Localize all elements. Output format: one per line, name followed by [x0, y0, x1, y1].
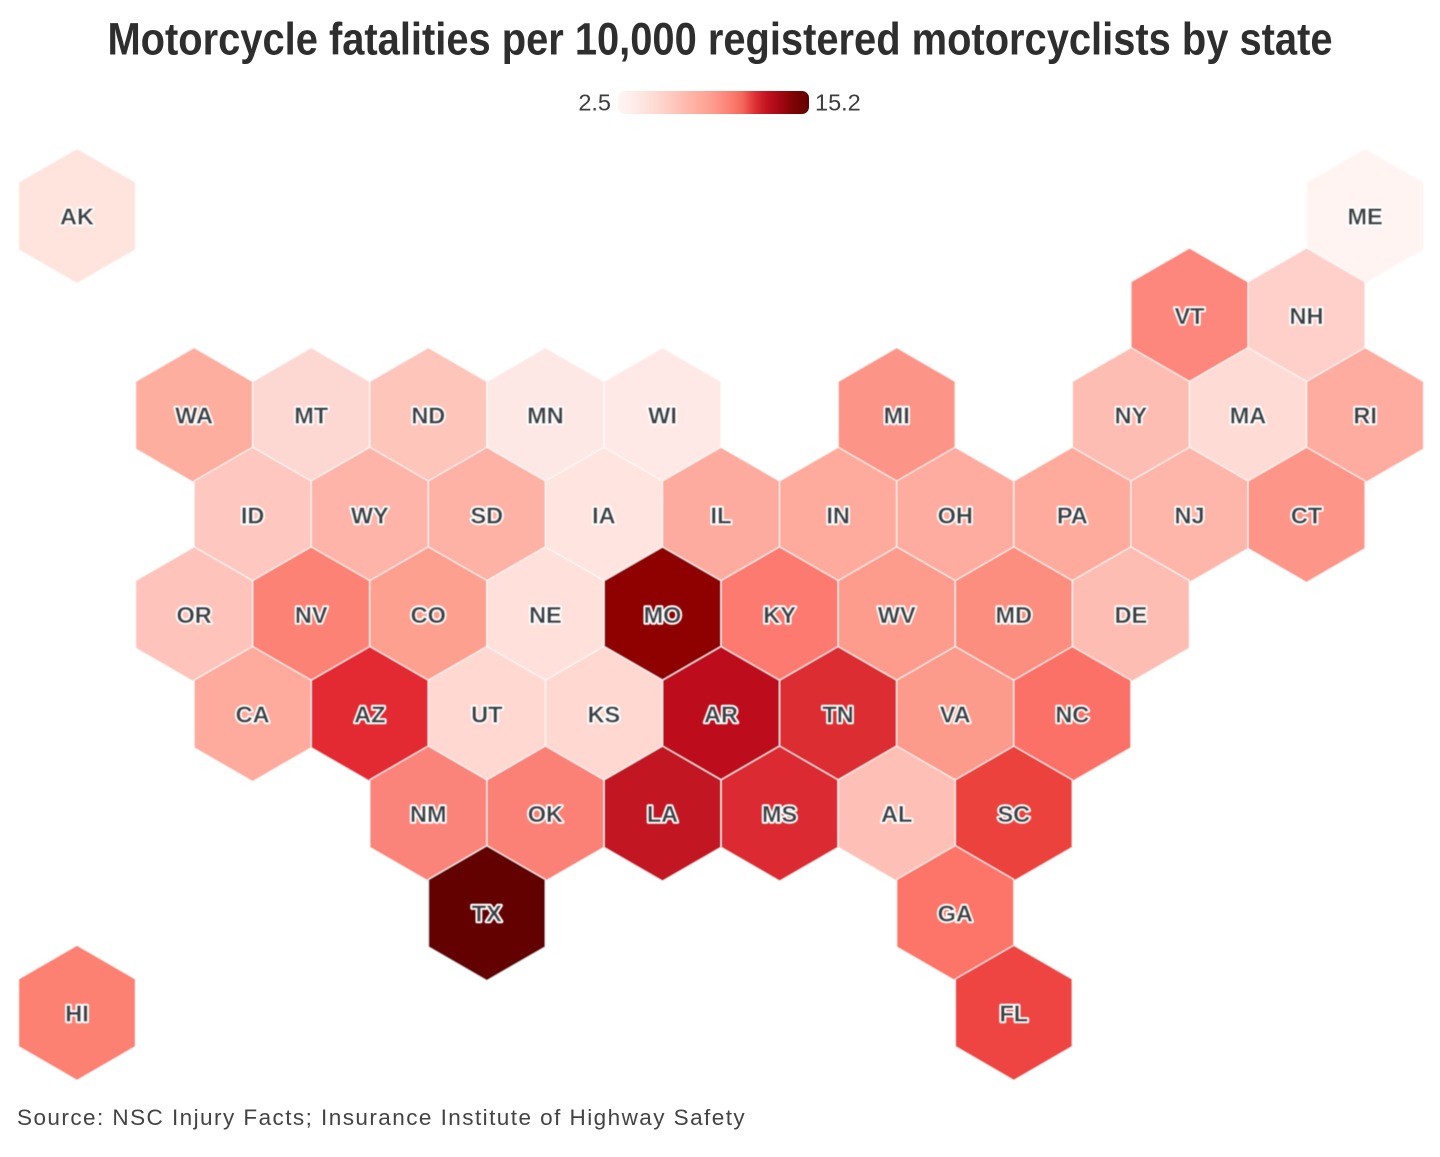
svg-text:ID: ID	[241, 502, 265, 528]
svg-text:NH: NH	[1290, 303, 1324, 329]
svg-text:AL: AL	[881, 801, 912, 827]
svg-text:WV: WV	[878, 602, 916, 628]
svg-text:ME: ME	[1347, 204, 1382, 230]
svg-text:KY: KY	[763, 602, 796, 628]
svg-text:OK: OK	[528, 801, 563, 827]
svg-text:SC: SC	[997, 801, 1030, 827]
svg-text:AZ: AZ	[354, 702, 385, 728]
svg-text:UT: UT	[471, 702, 503, 728]
svg-text:MO: MO	[644, 602, 682, 628]
svg-text:VT: VT	[1174, 303, 1205, 329]
svg-text:TX: TX	[472, 901, 502, 927]
svg-text:AR: AR	[704, 702, 738, 728]
svg-text:SD: SD	[470, 502, 503, 528]
svg-text:GA: GA	[938, 901, 973, 927]
svg-text:WY: WY	[351, 502, 389, 528]
svg-text:FL: FL	[999, 1000, 1028, 1026]
svg-text:DE: DE	[1115, 602, 1148, 628]
svg-text:Motorcycle fatalities per 10,0: Motorcycle fatalities per 10,000 registe…	[107, 15, 1332, 65]
svg-text:MT: MT	[294, 403, 329, 429]
svg-text:CO: CO	[411, 602, 446, 628]
svg-text:NJ: NJ	[1174, 502, 1204, 528]
svg-text:TN: TN	[822, 702, 853, 728]
svg-text:NM: NM	[410, 801, 447, 827]
svg-text:MN: MN	[527, 403, 564, 429]
svg-text:NY: NY	[1115, 403, 1148, 429]
svg-text:RI: RI	[1353, 403, 1377, 429]
svg-text:LA: LA	[647, 801, 678, 827]
svg-text:WA: WA	[175, 403, 213, 429]
svg-text:CA: CA	[236, 702, 270, 728]
svg-text:ND: ND	[411, 403, 445, 429]
svg-text:VA: VA	[940, 702, 971, 728]
svg-text:2.5: 2.5	[578, 90, 611, 116]
svg-text:OR: OR	[176, 602, 211, 628]
svg-text:NV: NV	[295, 602, 328, 628]
svg-text:OH: OH	[938, 502, 973, 528]
svg-text:IL: IL	[711, 502, 732, 528]
svg-text:IN: IN	[826, 502, 850, 528]
svg-text:NC: NC	[1055, 702, 1089, 728]
svg-text:NE: NE	[529, 602, 562, 628]
svg-text:AK: AK	[60, 204, 94, 230]
svg-text:PA: PA	[1057, 502, 1088, 528]
svg-text:MI: MI	[884, 403, 910, 429]
svg-text:15.2: 15.2	[815, 90, 861, 116]
svg-text:MA: MA	[1230, 403, 1267, 429]
svg-text:HI: HI	[65, 1000, 89, 1026]
svg-text:KS: KS	[588, 702, 621, 728]
svg-text:MD: MD	[996, 602, 1033, 628]
svg-text:IA: IA	[592, 502, 616, 528]
svg-text:MS: MS	[762, 801, 797, 827]
svg-text:WI: WI	[648, 403, 677, 429]
svg-text:Source: NSC Injury Facts; Insu: Source: NSC Injury Facts; Insurance Inst…	[17, 1105, 746, 1130]
svg-text:CT: CT	[1291, 502, 1323, 528]
